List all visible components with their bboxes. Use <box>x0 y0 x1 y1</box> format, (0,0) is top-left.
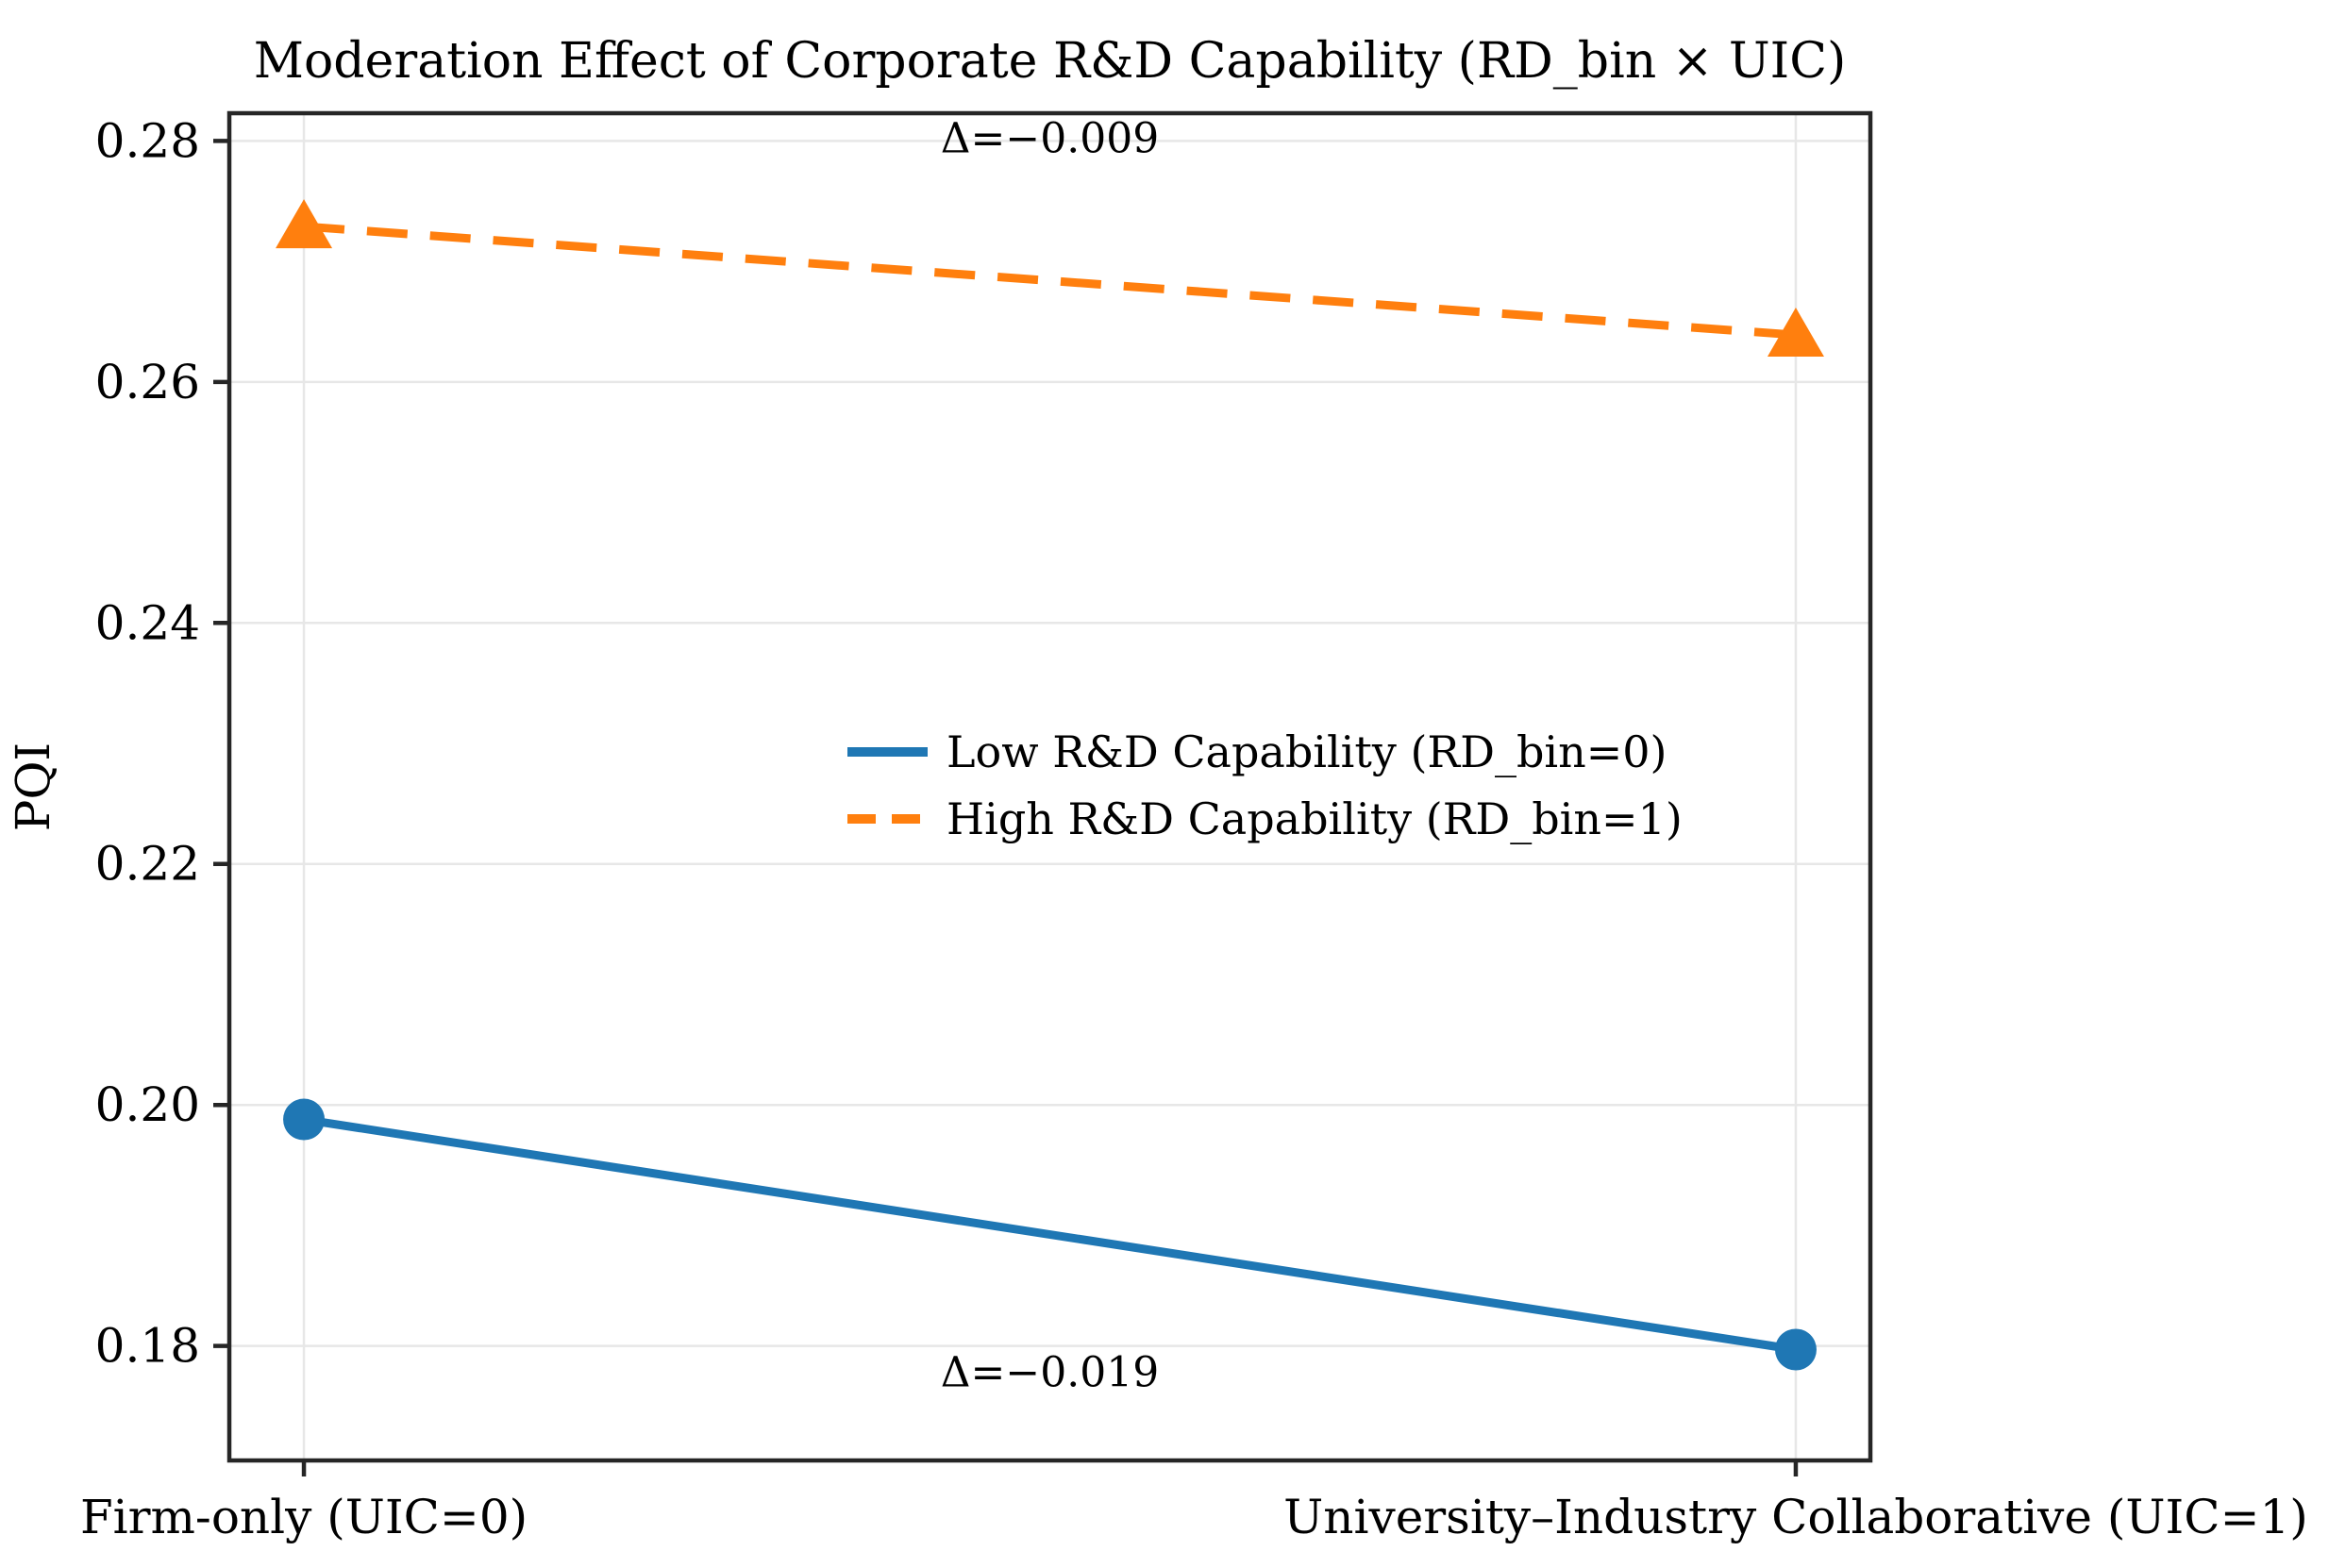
circle-marker <box>1774 1328 1817 1371</box>
gridlines-layer <box>229 113 1870 1460</box>
x-tick-label: University–Industry Collaborative (UIC=1… <box>1283 1490 2308 1544</box>
y-tick-label: 0.28 <box>95 113 200 168</box>
legend-entry-label: High R&D Capability (RD_bin=1) <box>947 793 1683 844</box>
low-rd-line <box>303 1115 1797 1354</box>
annotations-layer: Δ=−0.009 Δ=−0.019 <box>941 114 1159 1396</box>
y-tick-label: 0.24 <box>95 595 200 650</box>
tick-labels-layer: 0.18 0.20 0.22 0.24 0.26 0.28 Firm-only (UIC=0… <box>80 113 2308 1544</box>
y-tick-label: 0.20 <box>95 1077 200 1132</box>
chart-title: Moderation Effect of Corporate R&D Capab… <box>254 33 1847 90</box>
circle-marker <box>283 1098 326 1141</box>
y-tick-label: 0.26 <box>95 355 200 409</box>
x-tick-label: Firm-only (UIC=0) <box>80 1490 528 1544</box>
delta-annotation: Δ=−0.019 <box>941 1348 1159 1396</box>
delta-annotation: Δ=−0.009 <box>941 114 1159 162</box>
legend-entry-label: Low R&D Capability (RD_bin=0) <box>947 726 1667 777</box>
series-layer <box>276 199 1824 1371</box>
y-tick-label: 0.22 <box>95 837 200 892</box>
y-axis-label: PQI <box>6 742 60 831</box>
tick-marks-layer <box>213 139 1799 1476</box>
axes-border <box>226 110 1873 1463</box>
legend: Low R&D Capability (RD_bin=0) High R&D Ca… <box>847 726 1683 844</box>
triangle-marker <box>276 199 333 249</box>
high-rd-line <box>303 222 1797 340</box>
y-tick-label: 0.18 <box>95 1319 200 1374</box>
triangle-marker <box>1767 308 1824 358</box>
